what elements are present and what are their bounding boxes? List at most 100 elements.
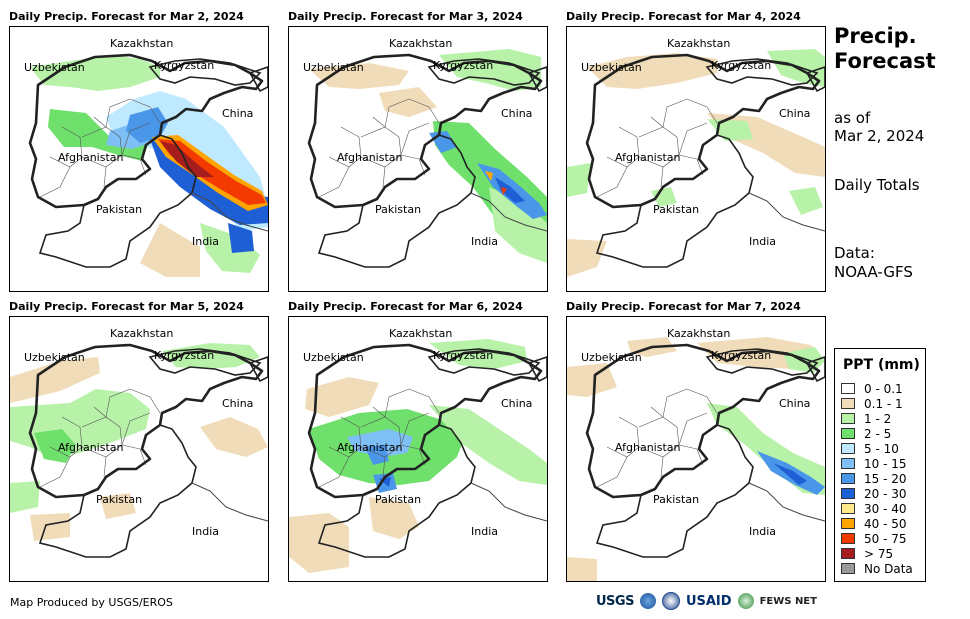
province-boundary <box>382 166 386 188</box>
map-credit: Map Produced by USGS/EROS <box>10 596 173 609</box>
country-label-uzbekistan: Uzbekistan <box>24 351 85 364</box>
precip-area <box>495 177 525 203</box>
province-boundary <box>318 456 350 488</box>
province-boundary <box>596 456 628 488</box>
legend-swatch <box>841 563 855 574</box>
province-boundary <box>596 166 628 198</box>
map-panel-mar-3: Kazakhstan Uzbekistan Kyrgyzstan China Afgha… <box>288 26 548 292</box>
province-boundary <box>398 136 420 160</box>
precip-area <box>489 187 547 263</box>
province-boundary <box>121 412 151 446</box>
precip-map: Kazakhstan Uzbekistan Kyrgyzstan China Afgha… <box>303 37 547 268</box>
precip-area <box>429 339 527 369</box>
map-panel-mar-4: Kazakhstan Uzbekistan Kyrgyzstan China Afgha… <box>566 26 826 292</box>
province-boundary <box>372 116 386 128</box>
legend-item: 2 - 5 <box>841 426 891 441</box>
precip-area <box>160 141 214 177</box>
legend-swatch <box>841 548 855 559</box>
precip-map: Kazakhstan Uzbekistan Kyrgyzstan China Afgha… <box>10 327 268 558</box>
precip-area <box>567 557 597 581</box>
country-label-uzbekistan: Uzbekistan <box>24 61 85 74</box>
province-boundary <box>129 98 161 124</box>
country-boundary <box>705 348 819 376</box>
afghanistan-outline <box>307 53 543 209</box>
precip-area <box>140 223 200 277</box>
precip-map: Kazakhstan Uzbekistan Kyrgyzstan China Afgha… <box>24 37 268 277</box>
precip-area <box>100 493 136 519</box>
province-boundary <box>650 406 664 418</box>
country-boundary <box>527 66 547 93</box>
country-boundary <box>470 482 547 522</box>
province-boundary <box>340 126 362 158</box>
country-boundary <box>470 192 547 232</box>
logo-strip: USGS USAID FEWS NET <box>596 592 817 610</box>
legend-swatch <box>841 383 855 394</box>
country-label-china: China <box>501 397 532 410</box>
country-boundary <box>805 356 825 383</box>
legend-label: 40 - 50 <box>864 516 907 531</box>
country-label-pakistan: Pakistan <box>653 203 699 216</box>
province-boundary <box>384 388 410 418</box>
panel-title: Daily Precip. Forecast for Mar 3, 2024 <box>288 10 523 23</box>
precip-area <box>587 53 717 89</box>
country-label-kazakhstan: Kazakhstan <box>110 37 173 50</box>
map-panel-mar-2: Kazakhstan Uzbekistan Kyrgyzstan China Afgha… <box>9 26 269 292</box>
precip-area <box>365 445 389 465</box>
legend-item: 20 - 30 <box>841 486 907 501</box>
legend-label: 5 - 10 <box>864 441 899 456</box>
country-label-afghanistan: Afghanistan <box>58 151 124 164</box>
as-of-date: Mar 2, 2024 <box>834 127 925 145</box>
province-boundary <box>660 456 664 478</box>
province-boundary <box>408 388 440 414</box>
country-label-india: India <box>749 525 776 538</box>
province-boundary <box>93 406 107 418</box>
country-label-kyrgyzstan: Kyrgyzstan <box>154 349 214 362</box>
country-label-india: India <box>192 525 219 538</box>
precip-area <box>429 405 547 485</box>
country-boundary <box>148 58 262 86</box>
precip-area <box>30 55 160 91</box>
precip-area <box>567 363 617 397</box>
country-label-kyrgyzstan: Kyrgyzstan <box>711 349 771 362</box>
legend-item: 40 - 50 <box>841 516 907 531</box>
globe-icon <box>737 593 754 609</box>
country-boundary <box>148 348 262 376</box>
country-boundary <box>427 58 541 86</box>
panel-title: Daily Precip. Forecast for Mar 4, 2024 <box>566 10 801 23</box>
legend-item: 0 - 0.1 <box>841 381 903 396</box>
legend-swatch <box>841 518 855 529</box>
country-label-uzbekistan: Uzbekistan <box>303 61 364 74</box>
country-boundary <box>748 482 825 522</box>
province-boundary <box>119 426 141 450</box>
legend-item: 10 - 15 <box>841 456 907 471</box>
sidebar-title-line: Forecast <box>834 49 936 73</box>
province-boundary <box>638 416 678 428</box>
country-label-pakistan: Pakistan <box>653 493 699 506</box>
country-label-pakistan: Pakistan <box>96 493 142 506</box>
precip-map: Kazakhstan Uzbekistan Kyrgyzstan China Afgha… <box>289 327 547 573</box>
legend-label: 20 - 30 <box>864 486 907 501</box>
panel-title: Daily Precip. Forecast for Mar 2, 2024 <box>9 10 244 23</box>
legend-item: 15 - 20 <box>841 471 907 486</box>
country-boundary <box>748 192 825 232</box>
legend-item: 30 - 40 <box>841 501 907 516</box>
legend-swatch <box>841 458 855 469</box>
country-label-afghanistan: Afghanistan <box>615 441 681 454</box>
country-label-china: China <box>222 107 253 120</box>
country-label-afghanistan: Afghanistan <box>337 441 403 454</box>
panel-title: Daily Precip. Forecast for Mar 5, 2024 <box>9 300 244 313</box>
precip-area <box>48 109 148 161</box>
precip-area <box>651 187 677 207</box>
precip-area <box>773 463 807 485</box>
precip-area <box>347 429 413 457</box>
precip-area <box>10 481 40 513</box>
country-label-afghanistan: Afghanistan <box>615 151 681 164</box>
legend-swatch <box>841 488 855 499</box>
country-label-kazakhstan: Kazakhstan <box>667 327 730 340</box>
province-boundary <box>119 136 141 160</box>
afghanistan-outline <box>28 53 264 209</box>
province-boundary <box>618 126 640 158</box>
legend-title: PPT (mm) <box>843 357 920 373</box>
country-label-uzbekistan: Uzbekistan <box>303 351 364 364</box>
country-boundary <box>705 58 819 86</box>
